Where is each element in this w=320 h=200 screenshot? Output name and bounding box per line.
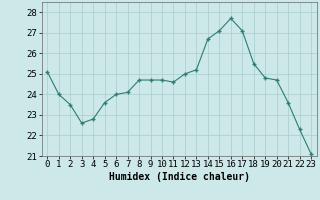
X-axis label: Humidex (Indice chaleur): Humidex (Indice chaleur) xyxy=(109,172,250,182)
